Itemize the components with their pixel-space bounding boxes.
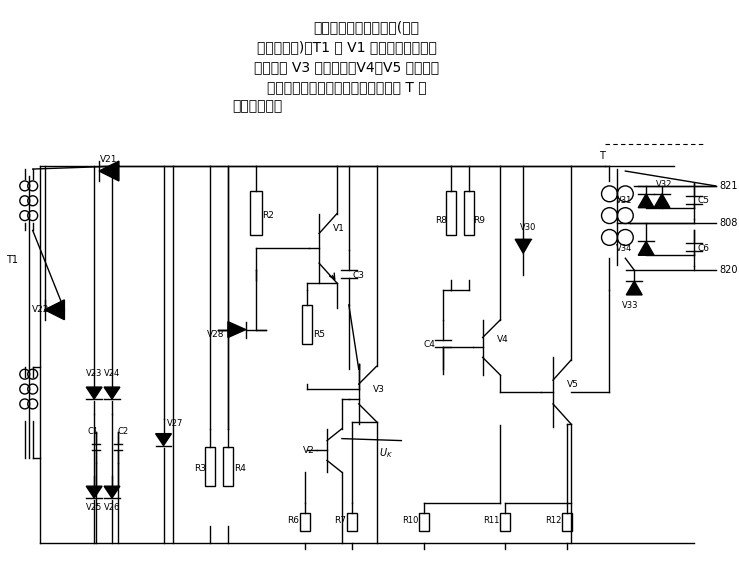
Polygon shape [515, 239, 531, 253]
Text: 结晶体管 V3 形成脉冲，V4、V5 为脉冲整: 结晶体管 V3 形成脉冲，V4、V5 为脉冲整 [254, 60, 440, 74]
Text: V22: V22 [32, 306, 50, 314]
Text: R6: R6 [287, 516, 299, 526]
Bar [205, 446, 215, 486]
Text: V32: V32 [655, 181, 672, 189]
Polygon shape [104, 387, 120, 399]
Text: R4: R4 [234, 464, 246, 473]
Text: C2: C2 [118, 427, 129, 436]
Text: 出到晶闸管。: 出到晶闸管。 [233, 100, 283, 113]
Bar [347, 513, 357, 531]
Text: R2: R2 [262, 211, 273, 220]
Text: V30: V30 [520, 223, 537, 232]
Text: V5: V5 [567, 380, 579, 389]
Text: C6: C6 [698, 244, 709, 253]
Text: C5: C5 [698, 196, 709, 205]
Text: V1: V1 [333, 224, 345, 233]
Text: R7: R7 [334, 516, 346, 526]
Text: V24: V24 [104, 369, 120, 378]
Text: R9: R9 [473, 216, 485, 225]
Text: V4: V4 [497, 335, 508, 344]
Bar [500, 513, 511, 531]
Bar [250, 191, 262, 235]
Text: 所示为双闭环调速系统(晶闸: 所示为双闭环调速系统(晶闸 [313, 21, 420, 34]
Polygon shape [156, 434, 171, 446]
Text: V33: V33 [622, 302, 638, 310]
Bar [302, 305, 312, 344]
Text: 管触发电路)。T1 和 V1 组成同步电路，单: 管触发电路)。T1 和 V1 组成同步电路，单 [257, 40, 437, 54]
Polygon shape [86, 486, 102, 498]
Polygon shape [228, 321, 246, 337]
Text: V26: V26 [103, 503, 120, 512]
Text: V25: V25 [86, 503, 102, 512]
Text: 808: 808 [720, 218, 738, 227]
Bar [419, 513, 429, 531]
Text: C3: C3 [353, 271, 365, 280]
Polygon shape [44, 300, 64, 320]
Bar [446, 191, 456, 235]
Text: C1: C1 [88, 427, 99, 436]
Bar [464, 191, 474, 235]
Text: 形及脉冲功率放大，再由脉冲变压器 T 输: 形及脉冲功率放大，再由脉冲变压器 T 输 [267, 80, 426, 94]
Text: V27: V27 [167, 420, 183, 428]
Text: V31: V31 [616, 196, 633, 205]
Text: R10: R10 [402, 516, 418, 526]
Polygon shape [104, 486, 120, 498]
Text: C4: C4 [423, 340, 435, 349]
Text: V21: V21 [101, 154, 118, 164]
Text: R11: R11 [483, 516, 500, 526]
Polygon shape [638, 194, 654, 207]
Text: V28: V28 [208, 330, 225, 339]
Polygon shape [627, 281, 642, 295]
Polygon shape [86, 387, 102, 399]
Bar [223, 446, 233, 486]
Text: R3: R3 [194, 464, 206, 473]
Text: 820: 820 [720, 265, 738, 275]
Bar [562, 513, 572, 531]
Text: T: T [599, 151, 605, 161]
Text: R12: R12 [545, 516, 561, 526]
Text: V34: V34 [616, 244, 633, 253]
Polygon shape [654, 194, 670, 207]
Polygon shape [638, 242, 654, 255]
Text: R8: R8 [435, 216, 447, 225]
Text: V3: V3 [372, 385, 384, 393]
Text: V2: V2 [303, 446, 315, 455]
Text: $U_K$: $U_K$ [380, 446, 393, 461]
Text: 821: 821 [720, 181, 738, 191]
Text: R5: R5 [313, 330, 325, 339]
Bar [300, 513, 310, 531]
Text: T1: T1 [6, 255, 18, 265]
Text: V23: V23 [86, 369, 102, 378]
Polygon shape [99, 161, 119, 181]
